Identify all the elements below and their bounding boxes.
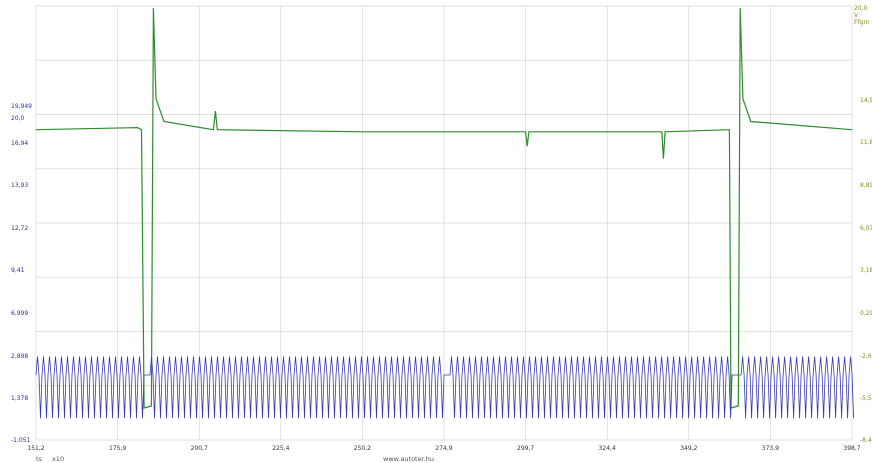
left-tick-label: 1,378: [11, 395, 28, 402]
right-unit-name: Ffgrn: [854, 19, 870, 26]
right-tick-label: -8,47: [860, 437, 872, 444]
x-tick-label: 175,9: [109, 445, 126, 452]
series-signal-line: [35, 356, 854, 419]
left-tick-label: 20,0: [11, 115, 25, 122]
x-tick-label: 373,9: [762, 445, 779, 452]
right-unit-symbol: V: [854, 12, 859, 19]
right-tick-label: 8,89: [860, 182, 872, 189]
right-axis-ticks: 14,9 11,8 8,89 6,07 3,18 0,296 -2,63 -5,51 -8,47: [860, 97, 872, 444]
footer-left-a: ts: [36, 455, 43, 463]
watermark: www.autoter.hu: [383, 455, 434, 463]
right-tick-label: 3,18: [860, 267, 872, 274]
footer: ts x10 www.autoter.hu: [36, 455, 434, 463]
left-tick-label: 6,999: [11, 310, 28, 317]
x-tick-label: 200,7: [191, 445, 208, 452]
right-tick-label: 0,296: [860, 310, 872, 317]
right-unit-value: 20,0: [854, 5, 868, 12]
x-tick-label: 274,9: [435, 445, 452, 452]
x-axis-ticks: 151,2 175,9 200,7 225,4 250,2 274,9 299,7 324,4…: [27, 445, 860, 452]
right-tick-label: 6,07: [860, 225, 872, 232]
left-tick-label: 12,72: [11, 225, 28, 232]
series-voltage-line: [35, 8, 853, 409]
grid: [35, 5, 853, 441]
right-axis-unit: 20,0 V Ffgrn: [854, 5, 870, 26]
left-tick-label: 13,93: [11, 182, 28, 189]
left-axis-ticks: 19,949 20,0 16,94 13,93 12,72 9,41 6,999 2,898 1…: [11, 103, 32, 444]
left-tick-label: 9,41: [11, 267, 25, 274]
x-tick-label: 225,4: [272, 445, 289, 452]
left-tick-label: 16,94: [11, 140, 28, 147]
footer-left-b: x10: [52, 455, 64, 463]
right-tick-label: 14,9: [860, 97, 872, 104]
left-tick-label: 19,949: [11, 103, 32, 110]
right-tick-label: 11,8: [860, 139, 872, 146]
x-tick-label: 398,7: [843, 445, 860, 452]
left-tick-label: -1,051: [11, 437, 31, 444]
right-tick-label: -5,51: [860, 395, 872, 402]
x-tick-label: 299,7: [517, 445, 534, 452]
series-group: [35, 8, 854, 419]
right-tick-label: -2,63: [860, 353, 872, 360]
x-tick-label: 151,2: [27, 445, 44, 452]
x-tick-label: 324,4: [599, 445, 616, 452]
x-tick-label: 349,2: [680, 445, 697, 452]
left-tick-label: 2,898: [11, 353, 28, 360]
x-tick-label: 250,2: [354, 445, 371, 452]
